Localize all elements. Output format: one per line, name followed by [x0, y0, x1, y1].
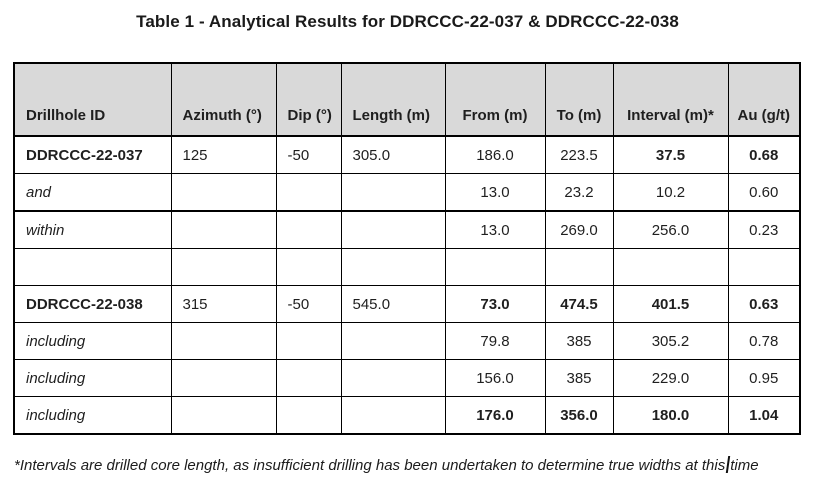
table-header-row: Drillhole ID Azimuth (°) Dip (°) Length … [13, 62, 801, 137]
cell-from: 186.0 [444, 135, 546, 174]
cell-interval: 401.5 [612, 285, 729, 323]
cell-interval: 180.0 [612, 396, 729, 435]
cell-qualifier: including [13, 359, 172, 397]
cell-length [340, 359, 446, 397]
cell-from: 13.0 [444, 210, 546, 249]
cell-length [340, 210, 446, 249]
cell-length: 305.0 [340, 135, 446, 174]
table-row-within: within 13.0 269.0 256.0 0.23 [13, 210, 801, 249]
cell-length [340, 322, 446, 360]
table-row-including-3: including 176.0 356.0 180.0 1.04 [13, 396, 801, 435]
cell-azimuth: 125 [170, 135, 277, 174]
cell-azimuth [170, 173, 277, 212]
cell-to: 223.5 [544, 135, 614, 174]
cell-from: 176.0 [444, 396, 546, 435]
table-row-and: and 13.0 23.2 10.2 0.60 [13, 173, 801, 212]
cell-qualifier: within [13, 210, 172, 249]
header-au: Au (g/t) [727, 62, 801, 137]
table-row-ddrccc-22-037: DDRCCC-22-037 125 -50 305.0 186.0 223.5 … [13, 135, 801, 174]
cell-length: 545.0 [340, 285, 446, 323]
cell-from: 73.0 [444, 285, 546, 323]
cell-to: 269.0 [544, 210, 614, 249]
cell-from: 13.0 [444, 173, 546, 212]
footnote-text-after: time [730, 457, 759, 474]
cell-au: 1.04 [727, 396, 801, 435]
cell-qualifier: including [13, 322, 172, 360]
cell-from: 156.0 [444, 359, 546, 397]
cell-from: 79.8 [444, 322, 546, 360]
table-row-empty [13, 248, 801, 286]
cell-azimuth [170, 359, 277, 397]
header-drillhole-id: Drillhole ID [13, 62, 172, 137]
cell-qualifier: and [13, 173, 172, 212]
cell-azimuth: 315 [170, 285, 277, 323]
cell-au: 0.78 [727, 322, 801, 360]
document-title: Table 1 - Analytical Results for DDRCCC-… [136, 12, 679, 31]
cell-empty [727, 248, 801, 286]
cell-empty [275, 248, 342, 286]
cell-to: 385 [544, 359, 614, 397]
cell-azimuth [170, 396, 277, 435]
table-row-including-1: including 79.8 385 305.2 0.78 [13, 322, 801, 360]
cell-dip: -50 [275, 135, 342, 174]
analytical-results-table: Drillhole ID Azimuth (°) Dip (°) Length … [13, 62, 801, 435]
cell-interval: 305.2 [612, 322, 729, 360]
cell-length [340, 173, 446, 212]
cell-interval: 37.5 [612, 135, 729, 174]
header-to: To (m) [544, 62, 614, 137]
cell-au: 0.60 [727, 173, 801, 212]
cell-length [340, 396, 446, 435]
cell-interval: 229.0 [612, 359, 729, 397]
cell-empty [170, 248, 277, 286]
cell-empty [544, 248, 614, 286]
cell-drillhole-id: DDRCCC-22-038 [13, 285, 172, 323]
header-dip: Dip (°) [275, 62, 342, 137]
cell-dip [275, 359, 342, 397]
cell-to: 23.2 [544, 173, 614, 212]
cell-empty [13, 248, 172, 286]
table-row-ddrccc-22-038: DDRCCC-22-038 315 -50 545.0 73.0 474.5 4… [13, 285, 801, 323]
cell-dip [275, 322, 342, 360]
cell-dip [275, 173, 342, 212]
cell-drillhole-id: DDRCCC-22-037 [13, 135, 172, 174]
footnote-text-before: *Intervals are drilled core length, as i… [14, 457, 726, 474]
cell-azimuth [170, 210, 277, 249]
header-azimuth: Azimuth (°) [170, 62, 277, 137]
cell-empty [612, 248, 729, 286]
cell-au: 0.95 [727, 359, 801, 397]
cell-dip: -50 [275, 285, 342, 323]
header-length: Length (m) [340, 62, 446, 137]
header-interval: Interval (m)* [612, 62, 729, 137]
cell-empty [340, 248, 446, 286]
footnote[interactable]: *Intervals are drilled core length, as i… [14, 456, 759, 474]
cell-dip [275, 210, 342, 249]
header-from: From (m) [444, 62, 546, 137]
cell-azimuth [170, 322, 277, 360]
cell-to: 356.0 [544, 396, 614, 435]
cell-to: 385 [544, 322, 614, 360]
cell-au: 0.68 [727, 135, 801, 174]
cell-interval: 256.0 [612, 210, 729, 249]
cell-interval: 10.2 [612, 173, 729, 212]
cell-qualifier: including [13, 396, 172, 435]
cell-to: 474.5 [544, 285, 614, 323]
table-row-including-2: including 156.0 385 229.0 0.95 [13, 359, 801, 397]
cell-au: 0.23 [727, 210, 801, 249]
cell-empty [444, 248, 546, 286]
cell-dip [275, 396, 342, 435]
cell-au: 0.63 [727, 285, 801, 323]
